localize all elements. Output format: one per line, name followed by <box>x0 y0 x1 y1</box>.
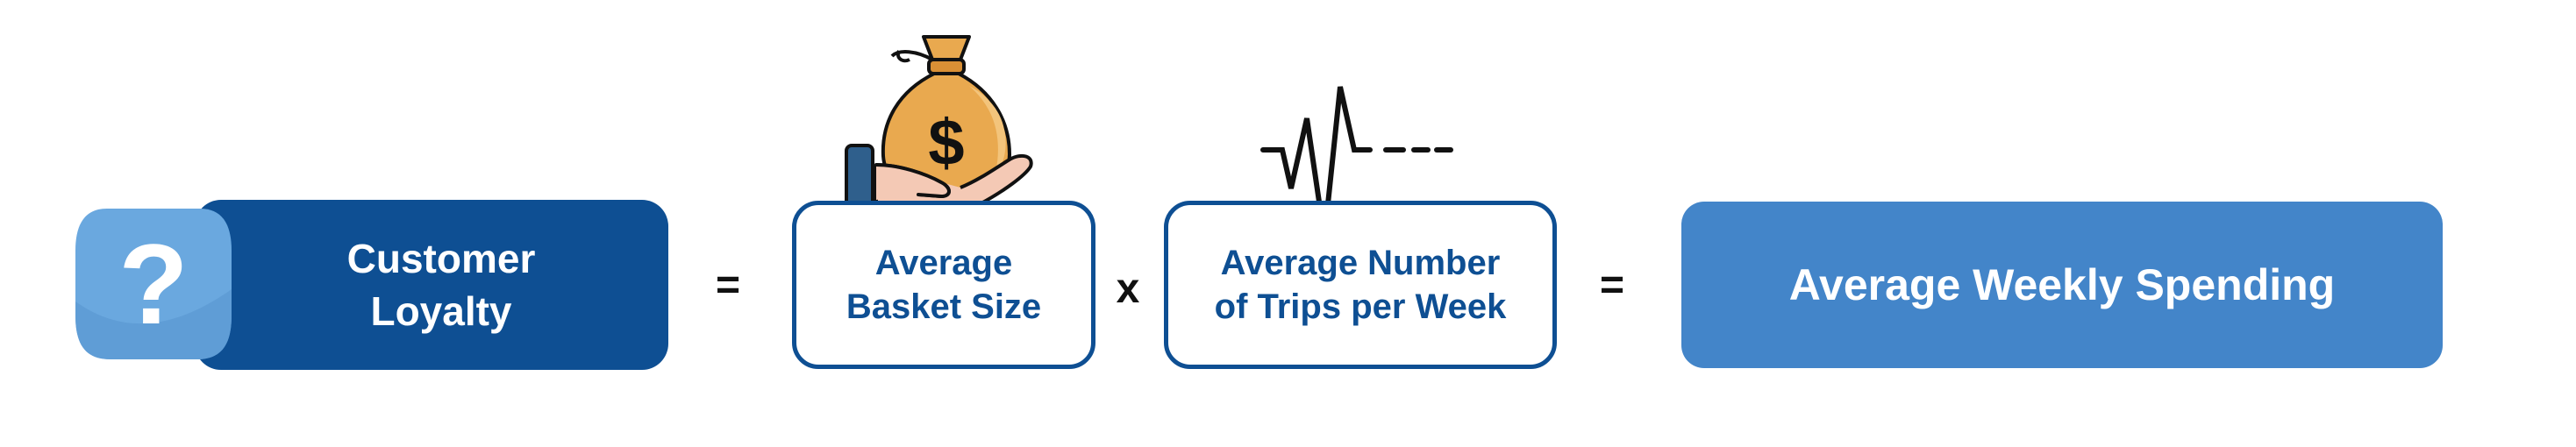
average-basket-size-box: Average Basket Size <box>792 201 1095 369</box>
times-operator: x <box>1116 266 1140 312</box>
equals-operator-2: = <box>1599 262 1625 309</box>
equals-operator-1: = <box>715 262 741 309</box>
svg-text:?: ? <box>118 220 188 348</box>
average-basket-size-label-line1: Average <box>874 244 1013 282</box>
average-weekly-spending-label: Average Weekly Spending <box>1788 260 2336 309</box>
heartbeat-pulse-icon <box>1256 83 1458 241</box>
average-trips-label-line1: Average Number <box>1220 244 1501 282</box>
average-basket-size-label: Average Basket Size <box>846 241 1041 329</box>
customer-loyalty-label-line1: Customer <box>346 236 536 281</box>
customer-loyalty-label-line2: Loyalty <box>370 288 512 334</box>
average-trips-label-line2: of Trips per Week <box>1214 287 1507 326</box>
average-trips-per-week-label: Average Number of Trips per Week <box>1215 241 1507 329</box>
average-trips-per-week-box: Average Number of Trips per Week <box>1164 201 1557 369</box>
question-mark-icon: ? <box>72 205 235 363</box>
average-weekly-spending-box: Average Weekly Spending <box>1681 202 2443 368</box>
money-bag-hand-icon: $ <box>838 33 1039 228</box>
customer-loyalty-label: Customer Loyalty <box>347 232 536 337</box>
svg-text:$: $ <box>928 106 964 179</box>
customer-loyalty-box: Customer Loyalty <box>195 200 668 370</box>
average-basket-size-label-line2: Basket Size <box>846 287 1042 326</box>
